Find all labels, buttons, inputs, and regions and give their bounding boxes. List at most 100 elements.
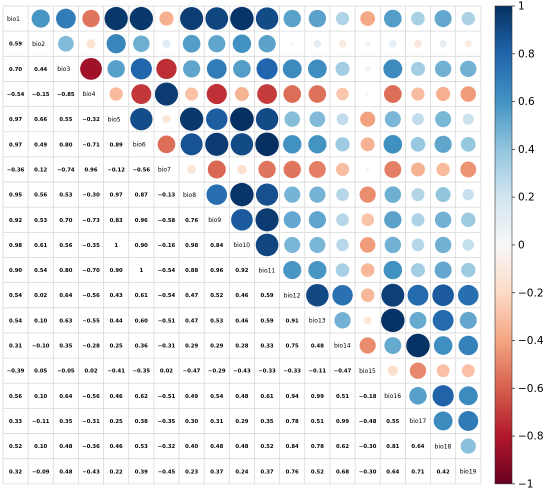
correlation-circle bbox=[359, 186, 376, 203]
correlation-value: 0.43 bbox=[110, 293, 123, 299]
correlation-circle bbox=[335, 162, 350, 177]
correlation-value: 0.80 bbox=[59, 268, 72, 274]
correlation-circle bbox=[462, 113, 474, 125]
correlation-circle bbox=[457, 284, 479, 306]
correlation-value: −0.73 bbox=[82, 218, 100, 224]
correlation-circle bbox=[387, 365, 398, 376]
correlation-value: −0.71 bbox=[82, 142, 100, 148]
correlation-value: 0.39 bbox=[135, 469, 148, 475]
correlation-value: 0.54 bbox=[210, 394, 223, 400]
correlation-circle bbox=[86, 39, 96, 49]
correlation-value: −0.45 bbox=[158, 469, 176, 475]
correlation-circle bbox=[365, 66, 371, 72]
correlation-circle bbox=[338, 39, 347, 48]
correlation-circle bbox=[306, 283, 329, 307]
correlation-value: 0.31 bbox=[210, 419, 223, 425]
correlation-value: 0.53 bbox=[34, 218, 47, 224]
correlation-circle bbox=[432, 309, 454, 331]
correlation-circle bbox=[410, 263, 425, 278]
correlation-circle bbox=[411, 188, 425, 202]
correlation-value: 0.71 bbox=[411, 469, 424, 475]
correlation-circle bbox=[436, 86, 451, 102]
correlation-circle bbox=[432, 284, 454, 307]
correlation-circle bbox=[162, 115, 171, 124]
correlation-circle bbox=[255, 183, 279, 206]
correlation-circle bbox=[389, 39, 397, 48]
correlation-circle bbox=[360, 137, 375, 152]
variable-label: bio15 bbox=[359, 368, 376, 375]
correlation-circle bbox=[409, 387, 427, 405]
correlation-circle bbox=[432, 385, 454, 407]
correlation-circle bbox=[462, 188, 474, 201]
correlation-circle bbox=[461, 262, 476, 278]
correlation-value: 0.59 bbox=[261, 293, 274, 299]
correlation-value: −0.18 bbox=[359, 394, 377, 400]
correlation-value: 0.52 bbox=[311, 469, 324, 475]
correlation-value: 0.78 bbox=[286, 419, 299, 425]
correlation-circle bbox=[381, 308, 405, 333]
correlation-value: 0.99 bbox=[336, 419, 349, 425]
correlation-circle bbox=[283, 160, 301, 179]
colorbar-tick-label: −0.8 bbox=[518, 431, 544, 443]
correlation-value: −0.56 bbox=[82, 394, 100, 400]
colorbar-tick-label: 1 bbox=[518, 1, 525, 13]
correlation-value: 0.64 bbox=[59, 394, 72, 400]
correlation-circle bbox=[433, 336, 453, 355]
correlation-circle bbox=[107, 60, 125, 78]
correlation-circle bbox=[436, 162, 450, 177]
correlation-circle bbox=[334, 312, 351, 329]
correlation-circle bbox=[410, 137, 426, 152]
colorbar-tick-label: −1 bbox=[518, 478, 533, 490]
correlation-circle bbox=[309, 186, 326, 203]
correlation-circle bbox=[406, 333, 430, 358]
correlation-value: 0.05 bbox=[34, 369, 47, 375]
correlation-value: 0.46 bbox=[235, 293, 248, 299]
correlation-circle bbox=[384, 337, 402, 354]
correlation-value: 0.02 bbox=[84, 369, 97, 375]
correlation-circle bbox=[458, 335, 479, 356]
correlation-value: 0.84 bbox=[210, 243, 223, 249]
correlation-circle bbox=[383, 135, 403, 154]
correlation-circle bbox=[336, 113, 349, 126]
correlation-circle bbox=[230, 107, 254, 131]
correlation-value: −0.16 bbox=[158, 243, 176, 249]
correlation-circle bbox=[461, 212, 476, 227]
variable-label: bio13 bbox=[309, 318, 326, 325]
correlation-value: 0.96 bbox=[84, 167, 97, 173]
variable-label: bio5 bbox=[108, 116, 121, 123]
correlation-value: 0.97 bbox=[9, 142, 22, 148]
variable-label: bio11 bbox=[259, 267, 276, 274]
correlation-circle bbox=[359, 337, 376, 354]
correlation-value: 0.48 bbox=[235, 394, 248, 400]
correlation-value: 0.97 bbox=[9, 117, 22, 123]
colorbar-tick-label: −0.4 bbox=[518, 335, 544, 347]
correlation-circle bbox=[31, 9, 50, 28]
colorbar-tick-label: 0.8 bbox=[518, 48, 535, 60]
correlation-value: 0.87 bbox=[135, 193, 148, 199]
correlation-circle bbox=[461, 11, 475, 26]
correlation-circle bbox=[182, 34, 201, 53]
correlation-circle bbox=[255, 7, 279, 30]
correlation-value: −0.32 bbox=[82, 117, 100, 123]
correlation-circle bbox=[436, 364, 450, 378]
correlation-value: 0.52 bbox=[9, 444, 22, 450]
correlation-circle bbox=[80, 57, 102, 80]
correlation-circle bbox=[207, 160, 226, 179]
correlation-circle bbox=[232, 34, 252, 53]
correlation-value: −0.70 bbox=[82, 268, 100, 274]
variable-label: bio3 bbox=[57, 66, 70, 73]
grid bbox=[2, 5, 482, 485]
variable-label: bio16 bbox=[384, 393, 401, 400]
correlation-value: 0.29 bbox=[235, 419, 248, 425]
variable-label: bio1 bbox=[7, 16, 20, 23]
correlation-circle bbox=[156, 58, 177, 80]
correlation-circle bbox=[410, 61, 425, 76]
correlation-circle bbox=[332, 284, 353, 306]
correlation-value: 0.10 bbox=[34, 394, 47, 400]
correlation-value: −0.35 bbox=[82, 243, 100, 249]
correlation-circle bbox=[365, 41, 371, 47]
correlation-value: 0.53 bbox=[135, 444, 148, 450]
correlation-circle bbox=[234, 87, 249, 102]
correlation-circle bbox=[283, 211, 301, 229]
